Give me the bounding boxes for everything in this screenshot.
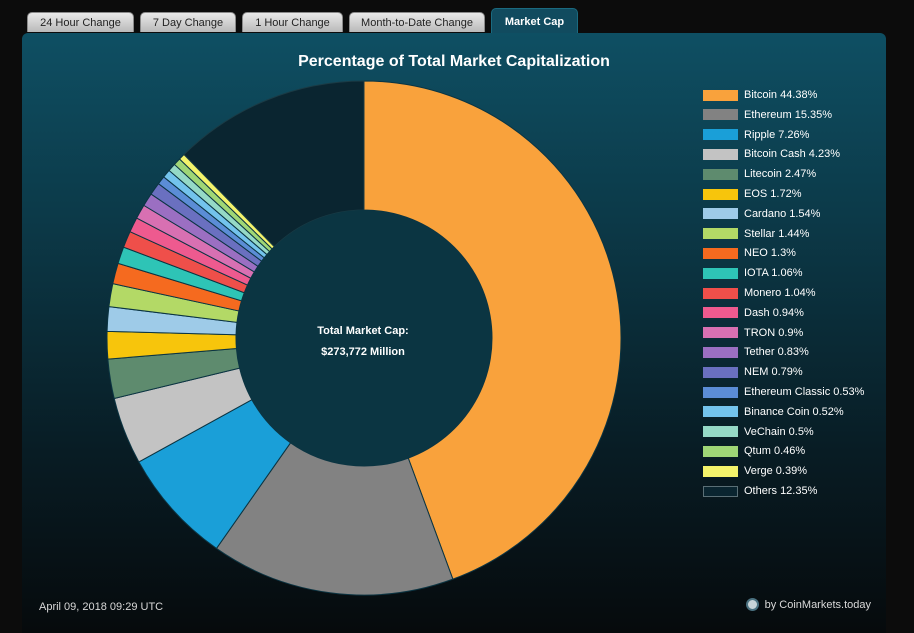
legend-swatch <box>703 109 738 121</box>
legend-swatch <box>703 247 738 259</box>
legend-label: VeChain 0.5% <box>744 425 814 438</box>
legend-label: Dash 0.94% <box>744 306 804 319</box>
legend-item-vechain[interactable]: VeChain 0.5% <box>703 424 883 440</box>
legend-label: Qtum 0.46% <box>744 445 806 458</box>
legend-swatch <box>703 465 738 477</box>
tab-24-hour-change[interactable]: 24 Hour Change <box>27 12 134 32</box>
legend-swatch <box>703 346 738 358</box>
legend-label: Ethereum 15.35% <box>744 108 833 121</box>
legend-swatch <box>703 287 738 299</box>
legend-label: NEM 0.79% <box>744 366 803 379</box>
legend-swatch <box>703 168 738 180</box>
legend-item-ethereum-classic[interactable]: Ethereum Classic 0.53% <box>703 384 883 400</box>
legend-item-qtum[interactable]: Qtum 0.46% <box>703 443 883 459</box>
legend-item-bitcoin-cash[interactable]: Bitcoin Cash 4.23% <box>703 146 883 162</box>
timestamp: April 09, 2018 09:29 UTC <box>39 601 164 613</box>
legend-item-dash[interactable]: Dash 0.94% <box>703 305 883 321</box>
legend-label: Monero 1.04% <box>744 287 816 299</box>
center-label-title: Total Market Cap: <box>317 325 409 337</box>
chart-panel: Percentage of Total Market Capitalizatio… <box>22 33 886 633</box>
legend-swatch <box>703 129 738 141</box>
legend-label: Tether 0.83% <box>744 346 809 359</box>
legend-swatch <box>703 406 738 418</box>
legend-item-nem[interactable]: NEM 0.79% <box>703 364 883 380</box>
legend-item-tron[interactable]: TRON 0.9% <box>703 325 883 341</box>
legend-label: Stellar 1.44% <box>744 227 810 240</box>
legend-label: Cardano 1.54% <box>744 207 821 220</box>
legend-item-eos[interactable]: EOS 1.72% <box>703 186 883 202</box>
legend-label: Ethereum Classic 0.53% <box>744 386 865 398</box>
legend-item-stellar[interactable]: Stellar 1.44% <box>703 226 883 242</box>
legend-swatch <box>703 267 738 279</box>
legend-swatch <box>703 366 738 378</box>
legend-item-cardano[interactable]: Cardano 1.54% <box>703 206 883 222</box>
legend-item-litecoin[interactable]: Litecoin 2.47% <box>703 166 883 182</box>
legend-label: Others 12.35% <box>744 485 818 497</box>
legend-swatch <box>703 445 738 457</box>
credit-text: by CoinMarkets.today <box>764 598 871 611</box>
legend-item-monero[interactable]: Monero 1.04% <box>703 285 883 301</box>
legend-swatch <box>703 307 738 319</box>
legend-swatch <box>703 148 738 160</box>
legend-swatch <box>703 208 738 220</box>
legend-label: Bitcoin 44.38% <box>744 89 818 101</box>
tab-7-day-change[interactable]: 7 Day Change <box>140 12 236 32</box>
legend-item-verge[interactable]: Verge 0.39% <box>703 463 883 479</box>
legend-item-tether[interactable]: Tether 0.83% <box>703 344 883 360</box>
coinmarkets-logo-icon <box>745 598 759 611</box>
legend-swatch <box>703 89 738 101</box>
legend-item-ethereum[interactable]: Ethereum 15.35% <box>703 107 883 123</box>
legend-label: TRON 0.9% <box>744 326 804 339</box>
legend-swatch <box>703 327 738 339</box>
legend-label: NEO 1.3% <box>744 247 796 260</box>
legend-item-iota[interactable]: IOTA 1.06% <box>703 265 883 281</box>
tab-market-cap[interactable]: Market Cap <box>491 8 578 34</box>
center-label: Total Market Cap: $273,772 Million <box>263 321 463 363</box>
legend-swatch <box>703 386 738 398</box>
legend-label: Litecoin 2.47% <box>744 168 817 181</box>
legend-label: IOTA 1.06% <box>744 267 803 280</box>
center-label-value: $273,772 Million <box>321 346 405 358</box>
legend-item-binance-coin[interactable]: Binance Coin 0.52% <box>703 404 883 420</box>
legend-item-others[interactable]: Others 12.35% <box>703 483 883 499</box>
donut-chart <box>106 80 622 596</box>
legend-label: Ripple 7.26% <box>744 128 810 141</box>
tab-1-hour-change[interactable]: 1 Hour Change <box>242 12 343 32</box>
legend-label: Verge 0.39% <box>744 465 807 478</box>
legend-label: Bitcoin Cash 4.23% <box>744 148 840 161</box>
legend-item-bitcoin[interactable]: Bitcoin 44.38% <box>703 87 883 103</box>
chart-title: Percentage of Total Market Capitalizatio… <box>298 53 610 70</box>
tab-bar: 24 Hour Change 7 Day Change 1 Hour Chang… <box>0 0 914 34</box>
legend-swatch <box>703 485 738 497</box>
legend-swatch <box>703 188 738 200</box>
donut-hole <box>236 210 492 466</box>
credit-link[interactable]: by CoinMarkets.today <box>745 598 871 611</box>
legend-swatch <box>703 228 738 240</box>
tab-month-to-date-change[interactable]: Month-to-Date Change <box>349 12 485 32</box>
legend-label: EOS 1.72% <box>744 188 802 200</box>
legend-item-ripple[interactable]: Ripple 7.26% <box>703 127 883 143</box>
legend-swatch <box>703 426 738 438</box>
legend-label: Binance Coin 0.52% <box>744 405 844 418</box>
legend-item-neo[interactable]: NEO 1.3% <box>703 245 883 261</box>
